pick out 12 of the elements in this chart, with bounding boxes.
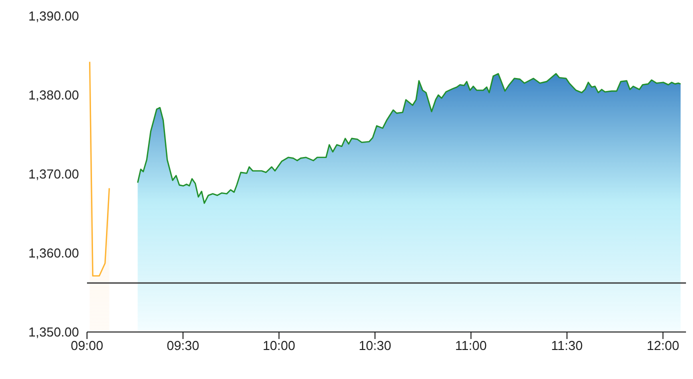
y-tick-label: 1,380.00 (28, 88, 79, 103)
x-tick-label: 09:00 (70, 338, 104, 354)
x-tick-label: 10:30 (358, 338, 392, 354)
y-tick-label: 1,360.00 (28, 246, 79, 261)
y-tick-label: 1,390.00 (28, 8, 79, 24)
x-tick-label: 09:30 (166, 338, 200, 354)
x-tick-label: 10:00 (262, 338, 296, 354)
x-tick-label: 12:00 (646, 338, 680, 354)
x-tick-label: 11:00 (455, 338, 487, 354)
y-tick-label: 1,370.00 (28, 166, 79, 182)
y-tick-label: 1,350.00 (28, 324, 79, 340)
x-tick-label: 11:30 (551, 338, 583, 354)
